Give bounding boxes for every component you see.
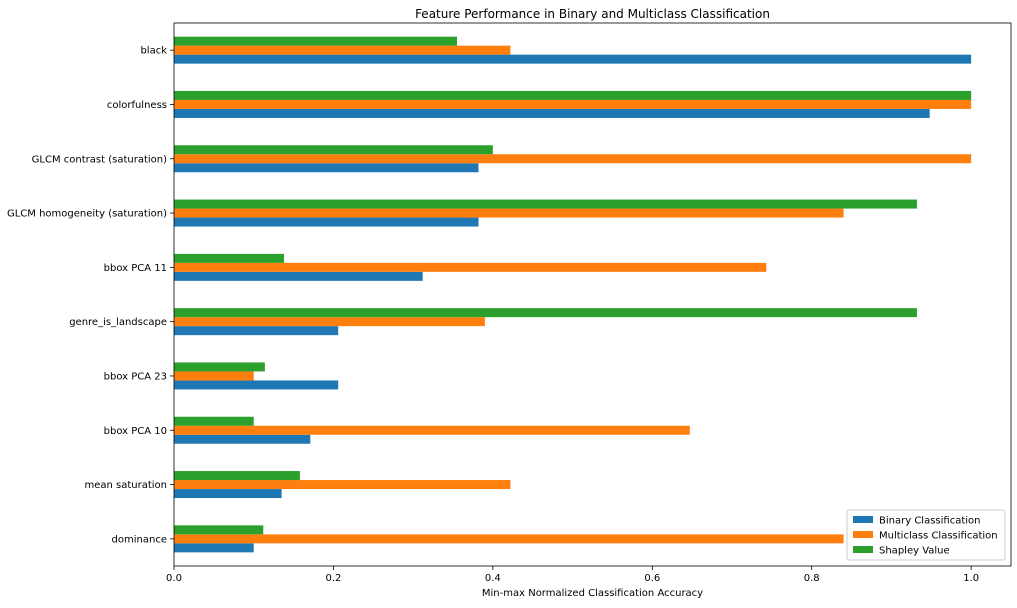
bar-multiclass-classification-7	[174, 425, 690, 435]
y-tick-label: genre_is_landscape	[69, 317, 167, 328]
bar-multiclass-classification-5	[174, 317, 485, 327]
bar-multiclass-classification-4	[174, 262, 767, 272]
y-tick-label: GLCM contrast (saturation)	[32, 154, 167, 165]
x-tick-label: 0.4	[485, 573, 501, 584]
bars-layer	[174, 36, 972, 553]
legend-swatch	[853, 546, 873, 553]
x-tick-label: 0.6	[644, 573, 660, 584]
bar-multiclass-classification-0	[174, 45, 511, 55]
bar-shapley-value-3	[174, 199, 917, 209]
x-tick-label: 0.0	[166, 573, 182, 584]
plot-frame	[173, 22, 1012, 567]
y-tick-label: bbox PCA 23	[104, 371, 167, 382]
bar-binary-classification-9	[174, 543, 254, 553]
bar-shapley-value-9	[174, 525, 264, 535]
y-tick-label: black	[140, 46, 167, 57]
y-tick-label: dominance	[112, 534, 167, 545]
bar-binary-classification-2	[174, 163, 479, 173]
bar-shapley-value-6	[174, 362, 265, 372]
legend-swatch	[853, 531, 873, 538]
bar-binary-classification-6	[174, 380, 339, 390]
bar-binary-classification-8	[174, 489, 282, 499]
x-tick-label: 1.0	[963, 573, 979, 584]
bar-binary-classification-3	[174, 217, 479, 227]
bar-binary-classification-0	[174, 54, 972, 64]
bar-binary-classification-4	[174, 271, 423, 281]
bar-multiclass-classification-3	[174, 208, 844, 218]
y-tick-label: GLCM homogeneity (saturation)	[7, 209, 167, 220]
bar-binary-classification-5	[174, 326, 339, 336]
y-tick-label: colorfulness	[107, 100, 167, 111]
legend-label: Shapley Value	[879, 546, 950, 557]
x-tick-label: 0.2	[325, 573, 341, 584]
legend: Binary Classification Multiclass Classifi…	[846, 509, 1006, 561]
bar-shapley-value-5	[174, 308, 917, 318]
bar-multiclass-classification-6	[174, 371, 254, 381]
axes-layer: black colorfulness GLCM contrast (saturati…	[7, 22, 1012, 584]
bar-shapley-value-0	[174, 36, 457, 46]
x-tick-label: 0.8	[804, 573, 820, 584]
bar-shapley-value-1	[174, 90, 972, 100]
bar-binary-classification-1	[174, 108, 930, 118]
chart-title: Feature Performance in Binary and Multic…	[415, 7, 770, 21]
bar-shapley-value-2	[174, 145, 493, 155]
legend-box	[846, 509, 1006, 561]
legend-swatch	[853, 516, 873, 523]
bar-shapley-value-8	[174, 471, 300, 481]
y-tick-label: bbox PCA 11	[104, 263, 167, 274]
y-tick-label: mean saturation	[84, 480, 167, 491]
bar-multiclass-classification-2	[174, 154, 972, 164]
bar-multiclass-classification-9	[174, 534, 844, 544]
bar-multiclass-classification-1	[174, 99, 972, 109]
y-tick-label: bbox PCA 10	[104, 426, 167, 437]
legend-label: Binary Classification	[879, 516, 980, 527]
legend-label: Multiclass Classification	[879, 531, 998, 542]
bar-binary-classification-7	[174, 434, 311, 444]
bar-shapley-value-7	[174, 416, 254, 426]
bar-multiclass-classification-8	[174, 480, 511, 490]
x-axis-label: Min-max Normalized Classification Accura…	[482, 588, 703, 599]
bar-shapley-value-4	[174, 253, 285, 263]
